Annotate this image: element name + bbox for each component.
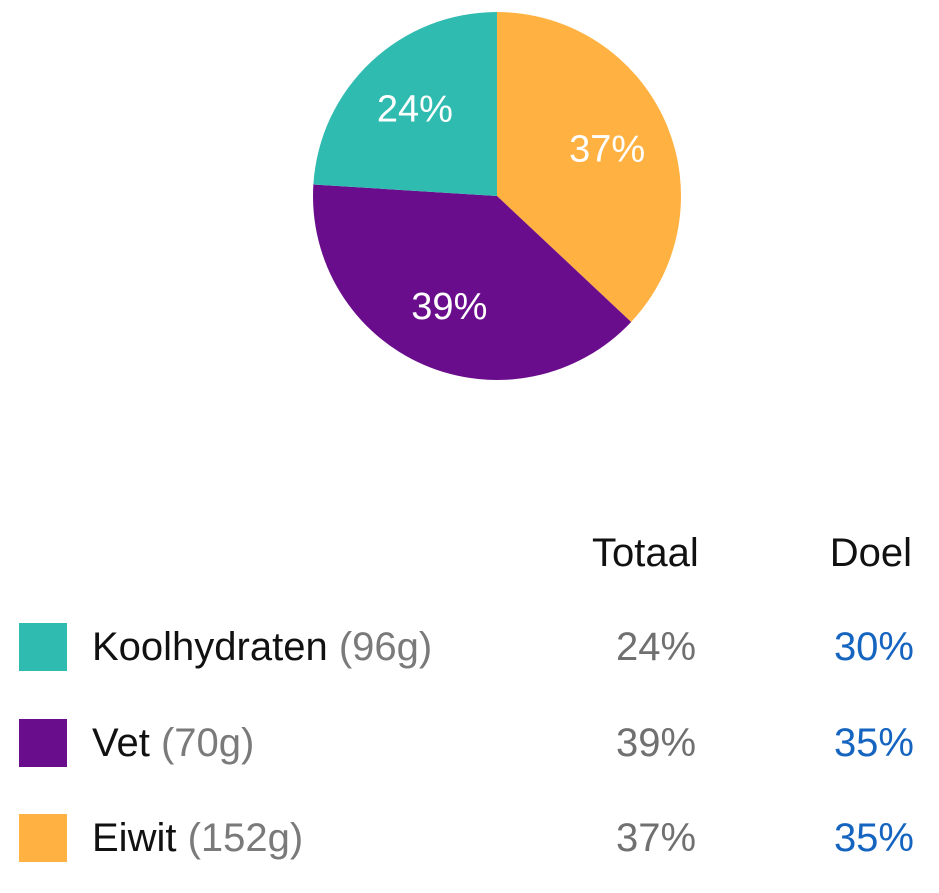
pie-slice-label-vet: 39% xyxy=(411,286,487,328)
macro-grams: (70g) xyxy=(160,721,255,765)
macro-totaal-value: 39% xyxy=(616,721,697,765)
macro-row-koolhydraten: Koolhydraten (96g) 24% 30% xyxy=(0,617,939,677)
macro-label: Koolhydraten (96g) xyxy=(92,617,432,677)
macro-doel-value[interactable]: 35% xyxy=(833,816,914,860)
macro-row-eiwit: Eiwit (152g) 37% 35% xyxy=(0,808,939,868)
macro-doel-value[interactable]: 30% xyxy=(833,625,914,669)
eiwit-color-swatch xyxy=(19,814,67,862)
column-header-doel: Doel xyxy=(829,531,912,575)
vet-color-swatch xyxy=(19,719,67,767)
macro-label: Eiwit (152g) xyxy=(92,808,303,868)
macro-totaal-value: 37% xyxy=(616,816,697,860)
macro-name: Koolhydraten xyxy=(92,625,328,669)
macro-row-vet: Vet (70g) 39% 35% xyxy=(0,713,939,773)
macro-grams: (152g) xyxy=(187,816,304,860)
pie-slice-label-koolhydraten: 24% xyxy=(377,89,453,131)
macro-label: Vet (70g) xyxy=(92,713,254,773)
macro-name: Eiwit xyxy=(92,816,177,860)
koolhydraten-color-swatch xyxy=(19,623,67,671)
macro-name: Vet xyxy=(92,721,150,765)
pie-slice-eiwit xyxy=(497,12,682,322)
macro-grams: (96g) xyxy=(338,625,433,669)
macro-totaal-value: 24% xyxy=(616,625,697,669)
pie-slice-label-eiwit: 37% xyxy=(569,128,645,170)
macro-pie-chart: 37% 39% 24% xyxy=(312,12,682,381)
pie-slice-vet xyxy=(312,184,632,381)
macro-doel-value[interactable]: 35% xyxy=(833,721,914,765)
column-header-totaal: Totaal xyxy=(592,531,699,575)
pie-slice-koolhydraten xyxy=(313,12,497,196)
